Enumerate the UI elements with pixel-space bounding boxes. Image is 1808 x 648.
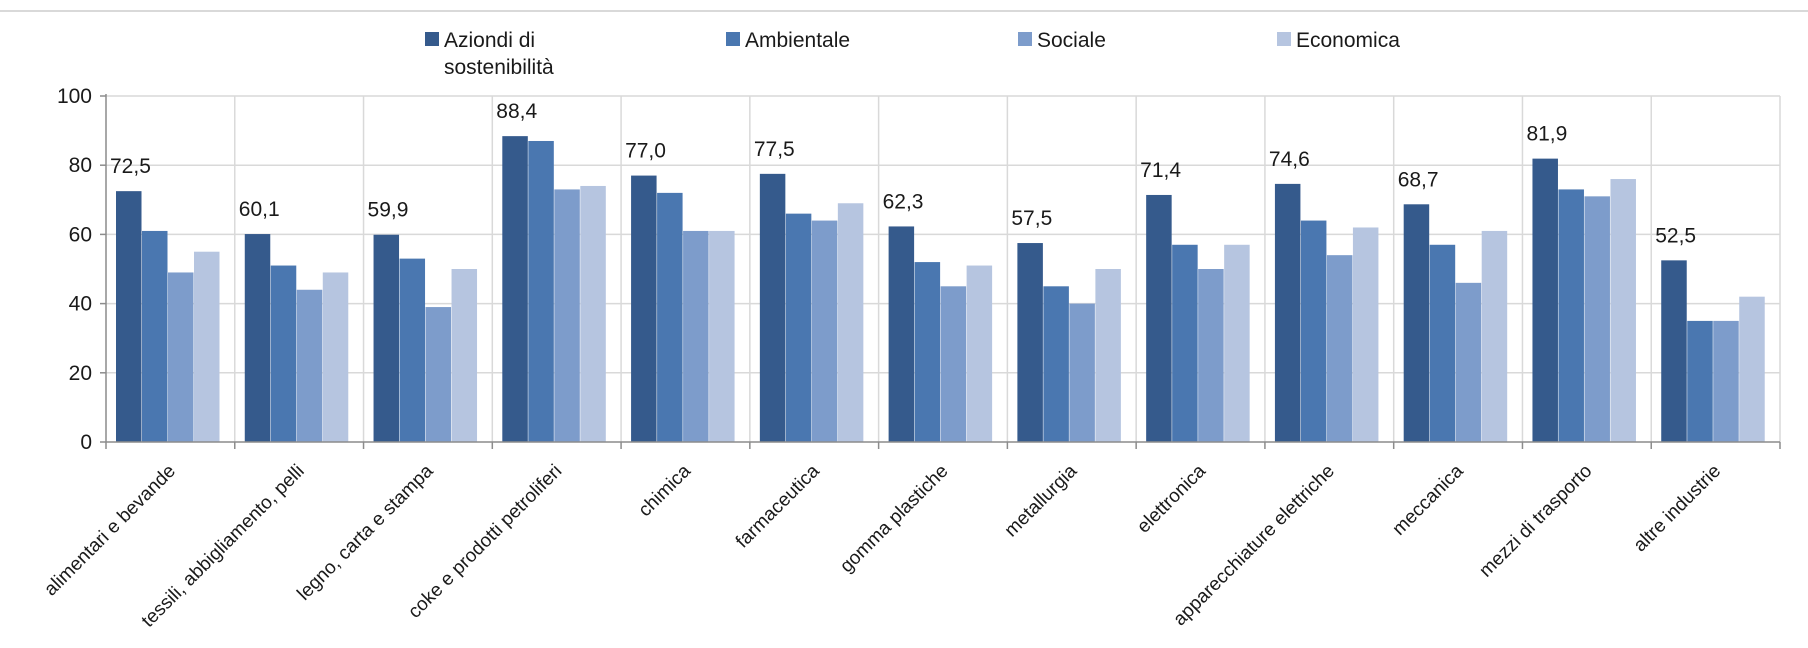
bar <box>1274 183 1301 442</box>
bar <box>425 307 452 442</box>
y-tick-label: 40 <box>69 293 92 316</box>
legend-swatch <box>726 32 740 46</box>
x-category-label: alimentari e bevande <box>40 461 180 601</box>
bar <box>1713 320 1739 442</box>
x-category-label: meccanica <box>1389 460 1468 539</box>
legend-swatch <box>1277 32 1291 46</box>
bar <box>657 192 683 442</box>
y-tick-label: 20 <box>69 362 92 385</box>
bar <box>451 269 478 442</box>
data-label: 59,9 <box>368 199 409 222</box>
legend-swatch <box>1018 32 1032 46</box>
bar <box>554 189 580 442</box>
bar <box>888 226 915 442</box>
bar <box>1146 194 1172 442</box>
bar <box>1455 282 1482 442</box>
bar <box>1172 244 1198 442</box>
x-category-label: legno, carta e stampa <box>293 460 437 604</box>
data-label: 81,9 <box>1526 123 1567 146</box>
x-category-label: altre industrie <box>1630 461 1726 557</box>
data-label: 77,0 <box>625 140 666 163</box>
bar <box>296 289 323 442</box>
bar <box>683 230 709 442</box>
legend-label: Ambientale <box>745 29 850 52</box>
x-category-label: metallurgia <box>1001 460 1082 541</box>
bar <box>373 234 400 442</box>
bar <box>168 272 194 442</box>
bar <box>528 140 554 443</box>
bar <box>1558 189 1584 442</box>
bar <box>1326 255 1353 442</box>
x-category-label: chimica <box>635 460 696 521</box>
x-category-label: gomma plastiche <box>836 461 952 577</box>
legend-label: Economica <box>1296 29 1400 52</box>
legend-swatch <box>425 32 439 46</box>
y-tick-label: 60 <box>69 223 92 246</box>
data-label: 88,4 <box>496 100 537 123</box>
data-label: 77,5 <box>754 138 795 161</box>
bar <box>1352 227 1379 442</box>
bar <box>1481 230 1508 442</box>
data-label: 57,5 <box>1011 207 1052 230</box>
data-label: 60,1 <box>239 198 280 221</box>
bar <box>1739 296 1765 442</box>
bar <box>580 185 606 442</box>
bar <box>1300 220 1327 442</box>
y-tick-label: 80 <box>69 154 92 177</box>
bar <box>1043 286 1069 442</box>
bar <box>785 213 812 442</box>
axes <box>100 94 1781 449</box>
bar <box>1017 243 1043 442</box>
bar <box>811 220 838 442</box>
bar <box>1584 196 1610 442</box>
y-tick-label: 0 <box>80 431 92 454</box>
bar <box>1610 179 1636 443</box>
bar <box>709 230 735 442</box>
bar <box>837 203 864 442</box>
y-tick-labels: 0 20 40 60 80 100 <box>57 85 92 454</box>
data-label: 52,5 <box>1655 224 1696 247</box>
bar <box>322 272 349 442</box>
bar <box>399 258 426 442</box>
x-category-label: farmaceutica <box>732 460 824 552</box>
bar <box>914 262 941 442</box>
data-label: 71,4 <box>1140 159 1181 182</box>
data-labels: 72,5 60,1 59,9 88,4 77,0 77,5 62,3 57,5 71,4 74,6… <box>110 100 1696 247</box>
bar <box>1224 244 1250 442</box>
data-label: 68,7 <box>1398 168 1439 191</box>
bar <box>1532 158 1558 442</box>
bar <box>631 175 657 442</box>
bar <box>1687 320 1713 442</box>
legend-label: Aziondi di <box>444 29 535 52</box>
data-label: 62,3 <box>883 190 924 213</box>
bar <box>1095 269 1121 442</box>
bar <box>502 136 528 443</box>
y-tick-label: 100 <box>57 85 92 108</box>
bar <box>194 251 220 442</box>
x-category-label: mezzi di trasporto <box>1475 461 1596 582</box>
bar <box>1069 303 1095 442</box>
legend-label: sostenibilità <box>444 56 554 79</box>
bar <box>244 234 271 442</box>
legend-label: Sociale <box>1037 29 1106 52</box>
bar <box>759 173 786 442</box>
x-category-label: coke e prodotti petroliferi <box>404 461 566 623</box>
data-label: 74,6 <box>1269 148 1310 171</box>
bar <box>270 265 297 442</box>
x-category-label: elettronica <box>1133 460 1210 537</box>
bar <box>1403 204 1430 442</box>
legend: Aziondi di sostenibilità Ambientale Sociale… <box>425 29 1400 79</box>
bar <box>116 191 142 442</box>
bar <box>1198 269 1224 442</box>
bar <box>1661 260 1687 442</box>
bar <box>142 230 168 442</box>
bar <box>1429 244 1456 442</box>
bar <box>966 265 993 442</box>
bar <box>940 286 967 442</box>
bars <box>116 136 1765 443</box>
data-label: 72,5 <box>110 155 151 178</box>
